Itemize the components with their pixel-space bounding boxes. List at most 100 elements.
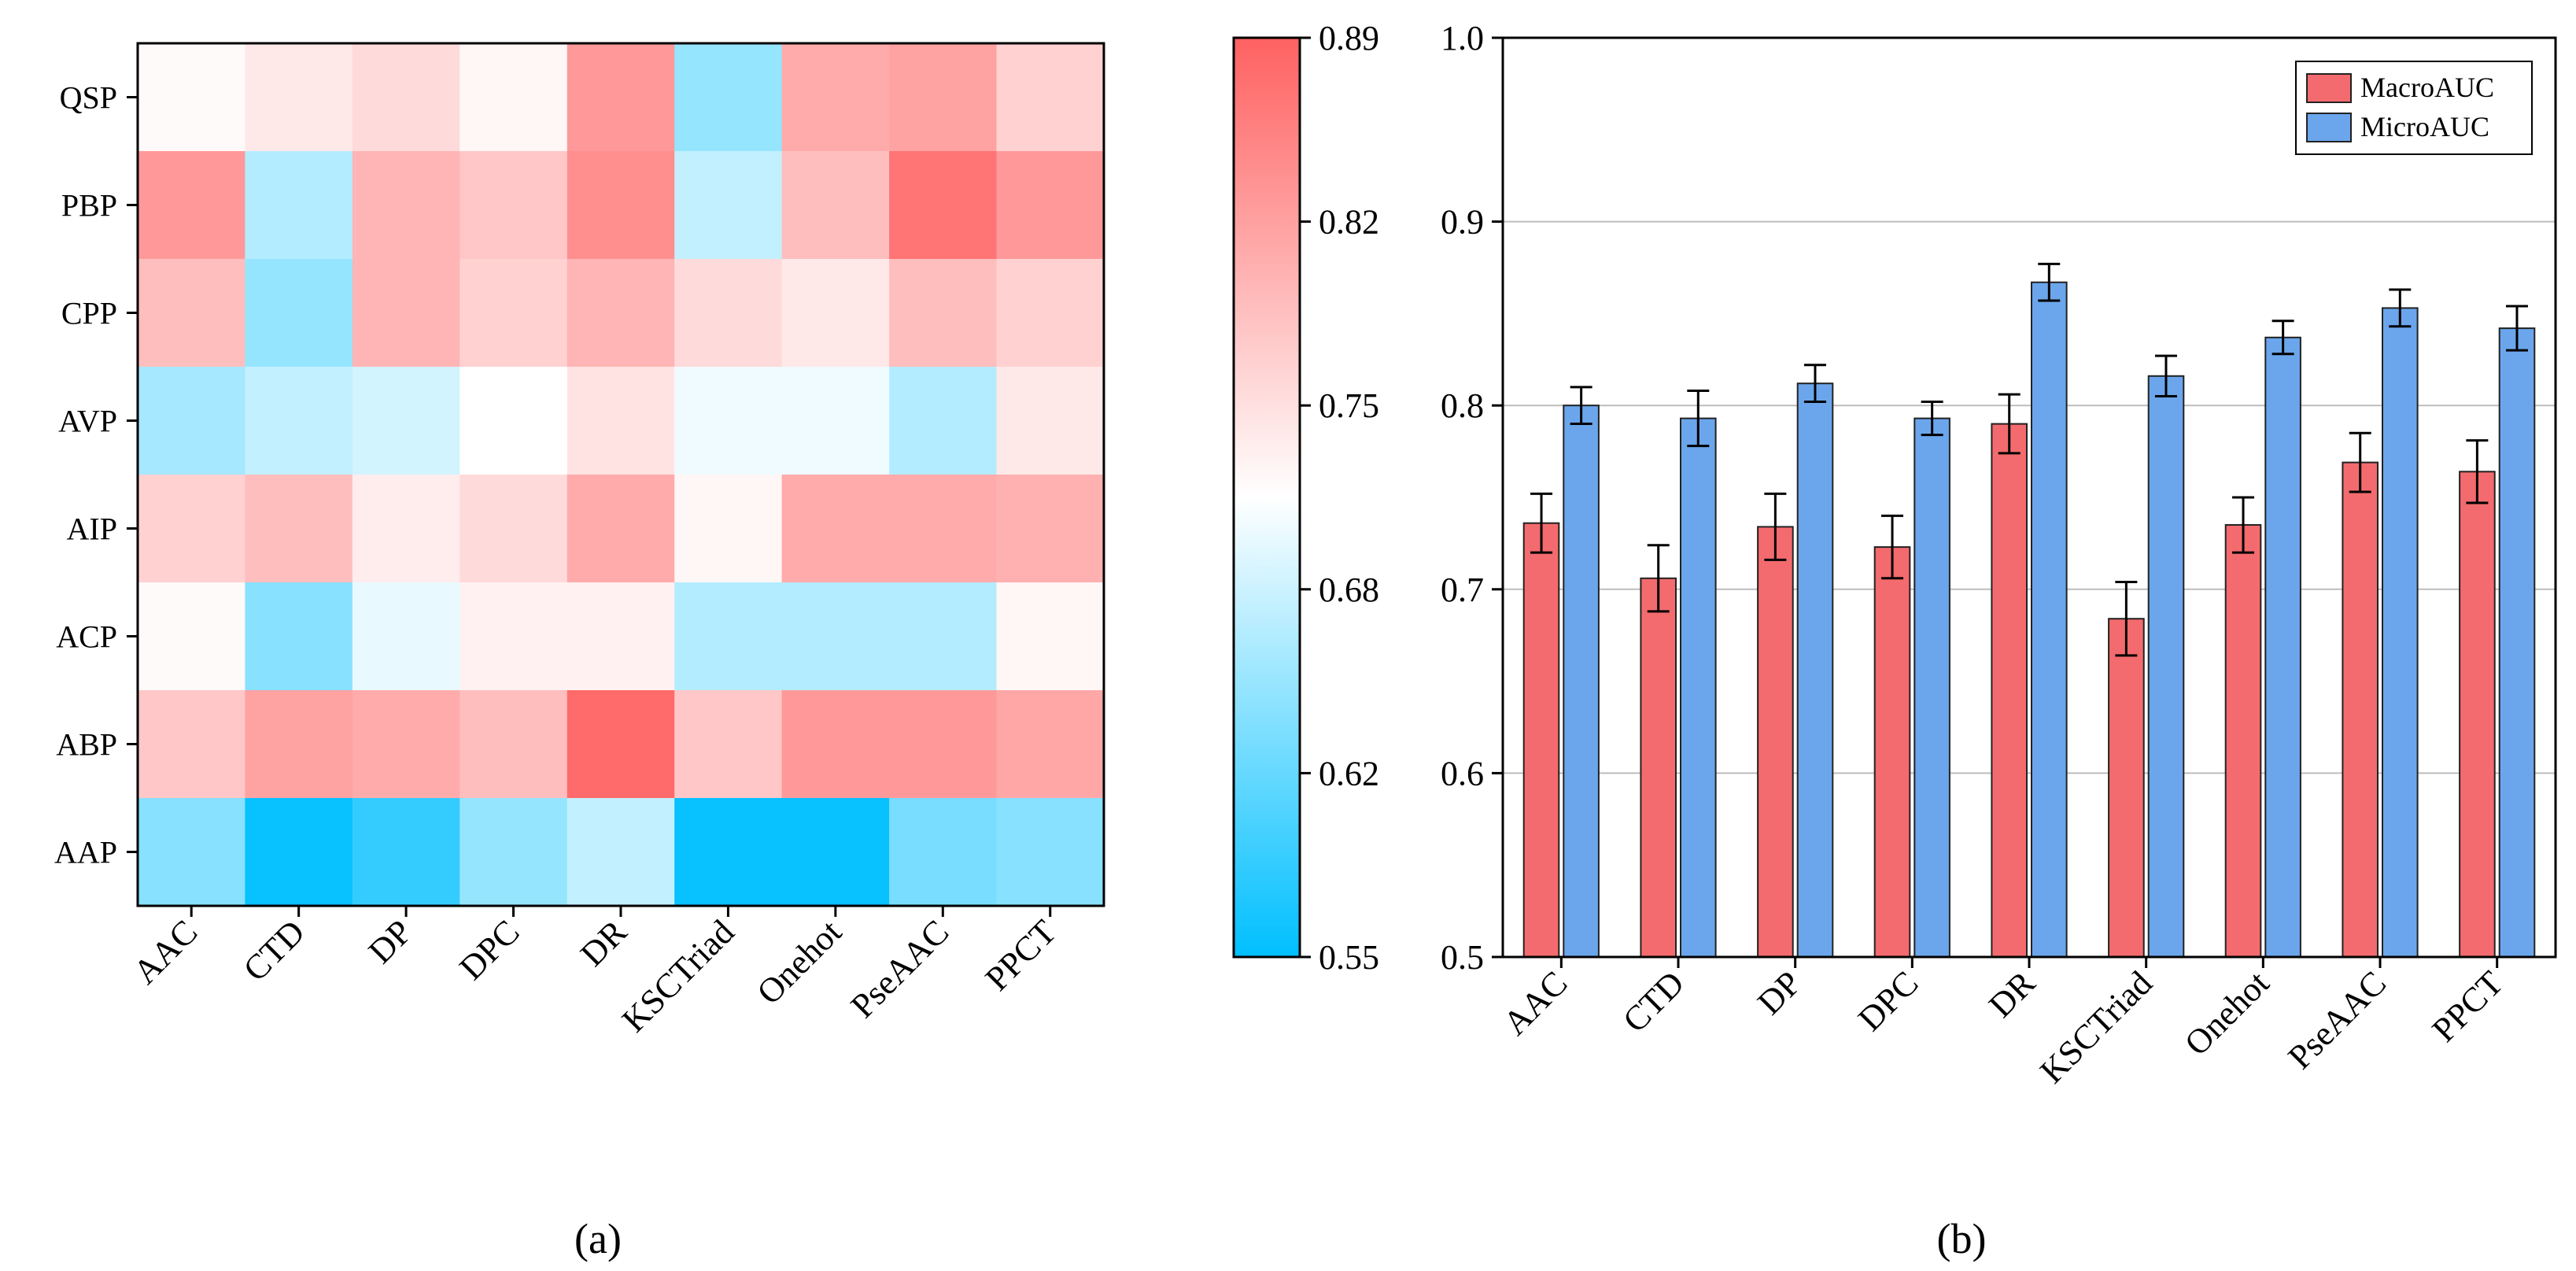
heatmap-colorbar: 0.89 0.82 0.75 0.68 0.62 0.55 [1232,19,1379,977]
bar-plot-frame [1501,36,2557,959]
bar-microauc [2031,281,2068,958]
bar-macroauc [2108,618,2145,958]
colorbar-frame [1232,36,1301,959]
heatmap-cell [889,43,998,152]
heatmap-cell [781,475,890,583]
heatmap-cell [245,798,353,907]
heatmap-cell [352,582,461,691]
heatmap-cell [352,690,461,799]
heatmap-cell [459,798,568,907]
heatmap-cell [245,582,353,691]
heatmap-cell [459,43,568,152]
heatmap-cell [138,367,246,475]
heatmap-cell [459,367,568,475]
legend-label-macroauc: MacroAUC [2360,72,2494,103]
bar-macroauc [2224,524,2262,958]
heatmap-cell [352,798,461,907]
heatmap-cell [138,151,246,260]
heatmap-cell [996,259,1105,368]
heatmap-cell [781,582,890,691]
heatmap-cell [459,582,568,691]
bar-microauc [2264,336,2301,958]
heatmap-y-label: PBP [61,188,117,224]
heatmap-cell [889,475,998,583]
heatmap-cell [352,259,461,368]
bar-y-tick-label: 0.9 [1441,203,1484,242]
heatmap-cell [566,259,675,368]
bar-microauc [2382,307,2419,958]
heatmap-cell [245,690,353,799]
heatmap-x-label: AAC [126,912,205,991]
heatmap-cell [889,151,998,260]
bar-microauc [1680,417,1717,958]
heatmap-cell [674,367,783,475]
heatmap-cell [566,367,675,475]
heatmap-cell [674,798,783,907]
heatmap-cell [459,475,568,583]
heatmap-cell [566,475,675,583]
heatmap-cell [459,151,568,260]
heatmap-cell [781,690,890,799]
heatmap-cell [566,798,675,907]
heatmap-cell [138,475,246,583]
heatmap-y-label: ABP [56,727,117,763]
heatmap-cell [674,151,783,260]
heatmap-cell [781,798,890,907]
heatmap-cell [781,151,890,260]
colorbar-gradient [1234,38,1300,957]
bar-x-label: PseAAC [2281,963,2394,1077]
heatmap-cell [245,43,353,152]
heatmap-x-label: Onehot [750,912,849,1011]
bar-y-tick-label: 0.8 [1441,386,1484,425]
heatmap-cell [566,151,675,260]
bar-x-label: AAC [1496,963,1574,1042]
heatmap-y-label: ACP [56,619,117,655]
heatmap-cell [138,582,246,691]
heatmap-x-label: DP [361,912,419,970]
bar-microauc [1563,405,1600,958]
heatmap-cell [245,259,353,368]
colorbar-tick-label: 0.55 [1319,938,1379,977]
colorbar-tick-label: 0.82 [1319,203,1379,242]
heatmap-cell [996,475,1105,583]
bar-y-tick-label: 0.7 [1441,571,1484,609]
heatmap-cell [996,690,1105,799]
bar-macroauc [2342,461,2379,958]
bar-x-label: KSCTriad [2032,963,2159,1090]
bar-x-label: DP [1750,963,1808,1022]
heatmap-x-label: DR [573,912,634,974]
bar-microauc [2147,375,2185,958]
colorbar-tick-label: 0.62 [1319,754,1379,793]
heatmap-y-label: QSP [60,80,117,116]
heatmap-cell [996,367,1105,475]
colorbar-tick-label: 0.89 [1319,19,1379,57]
bar-macroauc [1522,522,1560,958]
heatmap-cell [781,259,890,368]
panel-label-b: (b) [1937,1215,1987,1262]
heatmap-cell [352,43,461,152]
bar-x-label: CTD [1615,963,1692,1040]
heatmap-cell [674,475,783,583]
heatmap-y-label: CPP [61,296,117,331]
bar-macroauc [1640,577,1677,958]
heatmap-cell [245,151,353,260]
heatmap-cell [674,690,783,799]
colorbar-tick-label: 0.68 [1319,571,1379,609]
heatmap-cell [352,475,461,583]
heatmap-cell [889,798,998,907]
bar-microauc [1914,417,1950,958]
bar-x-label: DR [1981,963,2043,1025]
heatmap-cell [138,259,246,368]
legend-swatch-macroauc [2306,73,2352,103]
heatmap-x-label: PseAAC [843,912,957,1025]
heatmap-cell [781,367,890,475]
colorbar-tick-label: 0.75 [1319,386,1379,425]
heatmap-cell [245,475,353,583]
heatmap-cell [889,582,998,691]
heatmap-cell [245,367,353,475]
heatmap-cell [674,259,783,368]
heatmap-y-label: AIP [67,512,117,547]
heatmap-cell [781,43,890,152]
